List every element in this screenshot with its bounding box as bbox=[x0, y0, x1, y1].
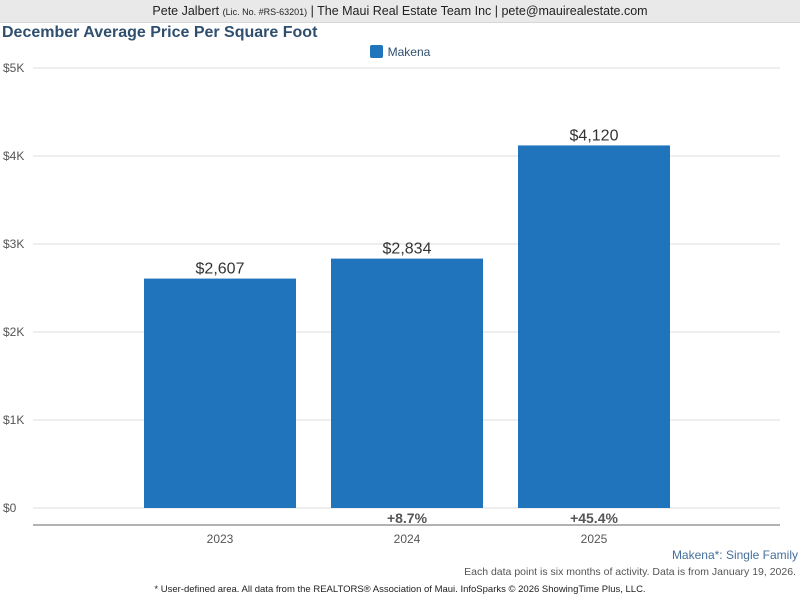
legend[interactable]: Makena bbox=[0, 45, 800, 59]
data-label: $4,120 bbox=[570, 127, 619, 144]
change-label: +8.7% bbox=[387, 510, 428, 526]
source-note: * User-defined area. All data from the R… bbox=[154, 584, 646, 595]
y-tick-label: $5K bbox=[3, 61, 24, 75]
bar bbox=[518, 145, 670, 508]
chart-title: December Average Price Per Square Foot bbox=[2, 24, 318, 41]
x-tick-label: 2024 bbox=[394, 532, 421, 546]
y-tick-label: $1K bbox=[3, 413, 24, 427]
header-bar: Pete Jalbert (Lic. No. #RS-63201) | The … bbox=[0, 0, 800, 23]
area-label: Makena*: Single Family bbox=[671, 548, 798, 562]
bar bbox=[144, 278, 296, 508]
y-tick-label: $4K bbox=[3, 149, 24, 163]
x-tick-label: 2023 bbox=[207, 532, 234, 546]
change-label: +45.4% bbox=[570, 510, 618, 526]
agent-name: Pete Jalbert bbox=[152, 4, 220, 18]
bar bbox=[331, 258, 483, 508]
data-note: Each data point is six months of activit… bbox=[464, 566, 796, 578]
y-tick-label: $2K bbox=[3, 325, 24, 339]
y-tick-label: $0 bbox=[3, 501, 17, 515]
data-label: $2,607 bbox=[196, 261, 245, 278]
data-label: $2,834 bbox=[383, 241, 432, 258]
y-tick-label: $3K bbox=[3, 237, 24, 251]
legend-swatch bbox=[369, 45, 383, 58]
license-number: (Lic. No. #RS-63201) bbox=[222, 7, 308, 17]
legend-label: Makena bbox=[387, 45, 431, 59]
company-email: | The Maui Real Estate Team Inc | pete@m… bbox=[310, 4, 648, 18]
x-tick-label: 2025 bbox=[581, 532, 608, 546]
